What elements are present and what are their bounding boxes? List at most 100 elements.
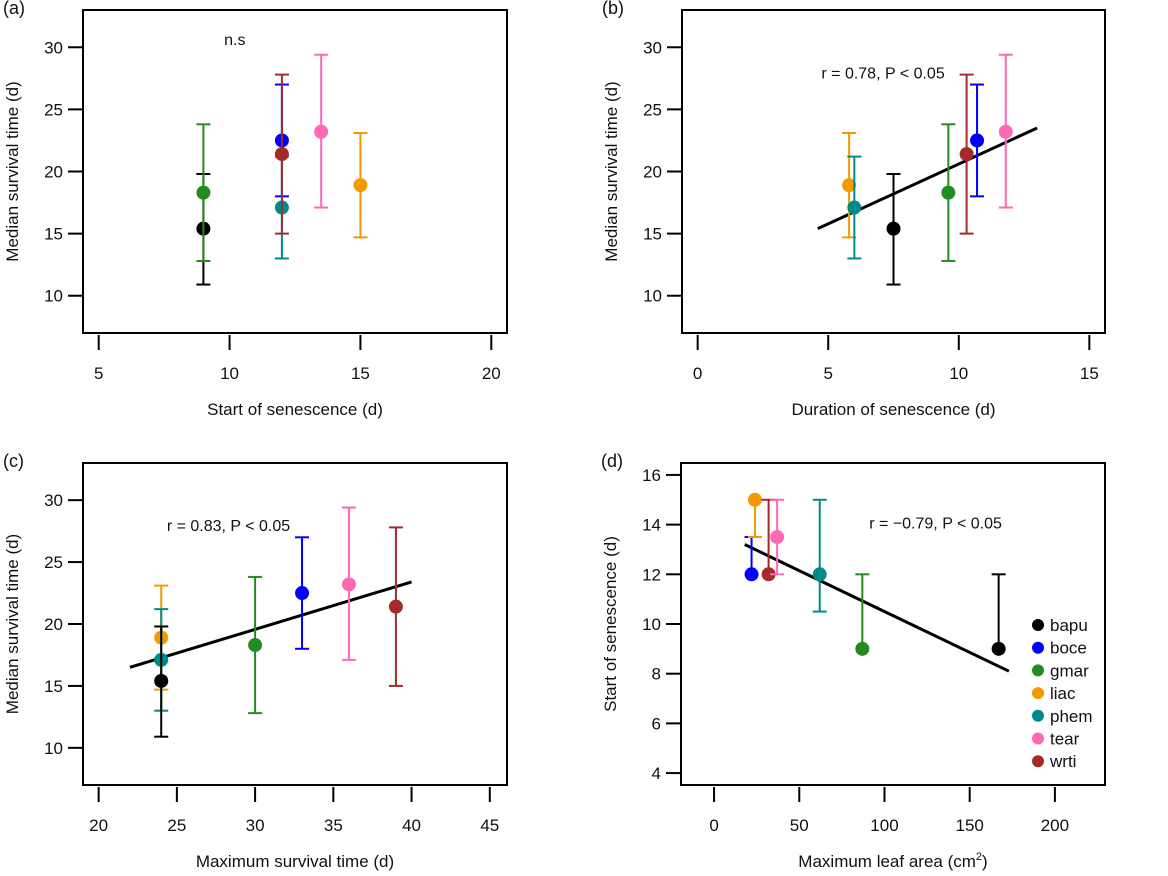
y-tick-label: 15 (44, 225, 63, 244)
legend-label-phem: phem (1050, 707, 1093, 726)
x-axis-label-text: Maximum leaf area (cm (798, 852, 976, 871)
point-liac (353, 131, 368, 239)
legend-marker-gmar (1032, 664, 1044, 677)
point-tear (341, 506, 356, 661)
data-point (196, 185, 211, 200)
data-point (842, 178, 857, 193)
x-tick-label: 10 (949, 364, 968, 383)
y-tick-label: 10 (44, 287, 63, 306)
legend-label-boce: boce (1050, 639, 1087, 658)
x-tick-label: 30 (246, 816, 265, 835)
point-wrti (761, 498, 776, 582)
point-bapu (154, 625, 169, 738)
point-gmar (196, 123, 211, 262)
panel-c: (c) 20 25 30 35 40 45 10 15 20 25 30 Maximum surviva… (3, 451, 508, 871)
legend-marker-phem (1032, 709, 1044, 722)
panel-a: (a) 5 10 15 20 10 15 20 25 30 Start of senescence … (3, 0, 508, 419)
y-tick-label: 30 (643, 38, 662, 57)
x-tick-label: 5 (94, 364, 103, 383)
point-wrti (388, 526, 403, 687)
y-tick-label: 20 (44, 615, 63, 634)
y-tick-label: 4 (652, 764, 661, 783)
y-tick-label: 25 (643, 100, 662, 119)
x-tick-label: 50 (790, 816, 809, 835)
panel-letter: (b) (602, 0, 624, 18)
point-boce (295, 536, 310, 650)
annotation: r = 0.78, P < 0.05 (821, 65, 944, 82)
data-point (886, 221, 901, 236)
x-tick-label: 5 (823, 364, 832, 383)
x-tick-label: 45 (480, 816, 499, 835)
data-point (341, 577, 356, 592)
data-point (770, 530, 785, 545)
panel-b: (b) 0 5 10 15 10 15 20 25 30 Duration of senescenc… (602, 0, 1106, 419)
data-point (314, 124, 329, 139)
x-axis-label-sup: 2 (976, 851, 982, 863)
y-tick-label: 15 (643, 225, 662, 244)
point-gmar (855, 573, 870, 656)
annotation: r = −0.79, P < 0.05 (869, 515, 1002, 532)
y-axis-label: Median survival time (d) (3, 81, 22, 261)
point-bapu (991, 573, 1006, 656)
x-tick-label: 15 (1080, 364, 1099, 383)
panel-letter: (a) (3, 0, 25, 18)
y-tick-label: 10 (44, 739, 63, 758)
x-axis-label: Maximum leaf area (cm2) (798, 851, 987, 871)
regression-line (817, 126, 1038, 231)
x-tick-label: 20 (482, 364, 501, 383)
x-tick-label: 0 (709, 816, 718, 835)
legend-marker-boce (1032, 641, 1044, 654)
annotation: r = 0.83, P < 0.05 (167, 518, 290, 535)
legend-marker-liac (1032, 687, 1044, 700)
y-tick-label: 14 (642, 516, 661, 535)
y-axis-label: Median survival time (d) (3, 534, 22, 714)
plot-box (82, 462, 508, 786)
data-point (847, 200, 862, 215)
annotation: n.s (224, 32, 245, 49)
point-liac (842, 131, 857, 239)
point-phem (847, 155, 862, 260)
y-tick-label: 20 (44, 163, 63, 182)
x-tick-label: 35 (324, 816, 343, 835)
y-tick-label: 8 (652, 665, 661, 684)
panel-letter: (d) (601, 451, 623, 471)
x-tick-label: 200 (1041, 816, 1069, 835)
x-axis-label: Maximum survival time (d) (196, 852, 394, 871)
data-point (154, 673, 169, 688)
y-tick-label: 16 (642, 466, 661, 485)
point-tear (998, 53, 1013, 209)
legend-marker-tear (1032, 732, 1044, 745)
point-liac (747, 492, 762, 539)
regression-line (129, 580, 412, 669)
legend-marker-wrti (1032, 755, 1044, 768)
x-tick-label: 100 (870, 816, 898, 835)
data-point (248, 638, 263, 653)
panel-letter: (c) (3, 451, 24, 471)
regression-line (744, 543, 1010, 673)
y-tick-label: 30 (44, 491, 63, 510)
y-tick-label: 25 (44, 553, 63, 572)
data-point (761, 567, 776, 582)
data-point (998, 124, 1013, 139)
y-tick-label: 15 (44, 677, 63, 696)
legend-label-liac: liac (1050, 684, 1076, 703)
point-boce (970, 83, 985, 198)
x-tick-label: 40 (402, 816, 421, 835)
data-point (855, 641, 870, 656)
point-phem (812, 498, 827, 613)
y-tick-label: 20 (643, 163, 662, 182)
y-tick-label: 10 (642, 615, 661, 634)
data-point (941, 185, 956, 200)
legend-label-tear: tear (1050, 730, 1080, 749)
data-point (388, 599, 403, 614)
data-point (295, 586, 310, 601)
data-point (353, 178, 368, 193)
y-axis-label: Start of senescence (d) (601, 536, 620, 712)
point-tear (314, 53, 329, 209)
y-tick-label: 25 (44, 100, 63, 119)
x-tick-label: 25 (167, 816, 186, 835)
legend-marker-bapu (1032, 619, 1044, 631)
legend-label-bapu: bapu (1050, 616, 1088, 635)
point-gmar (941, 123, 956, 262)
